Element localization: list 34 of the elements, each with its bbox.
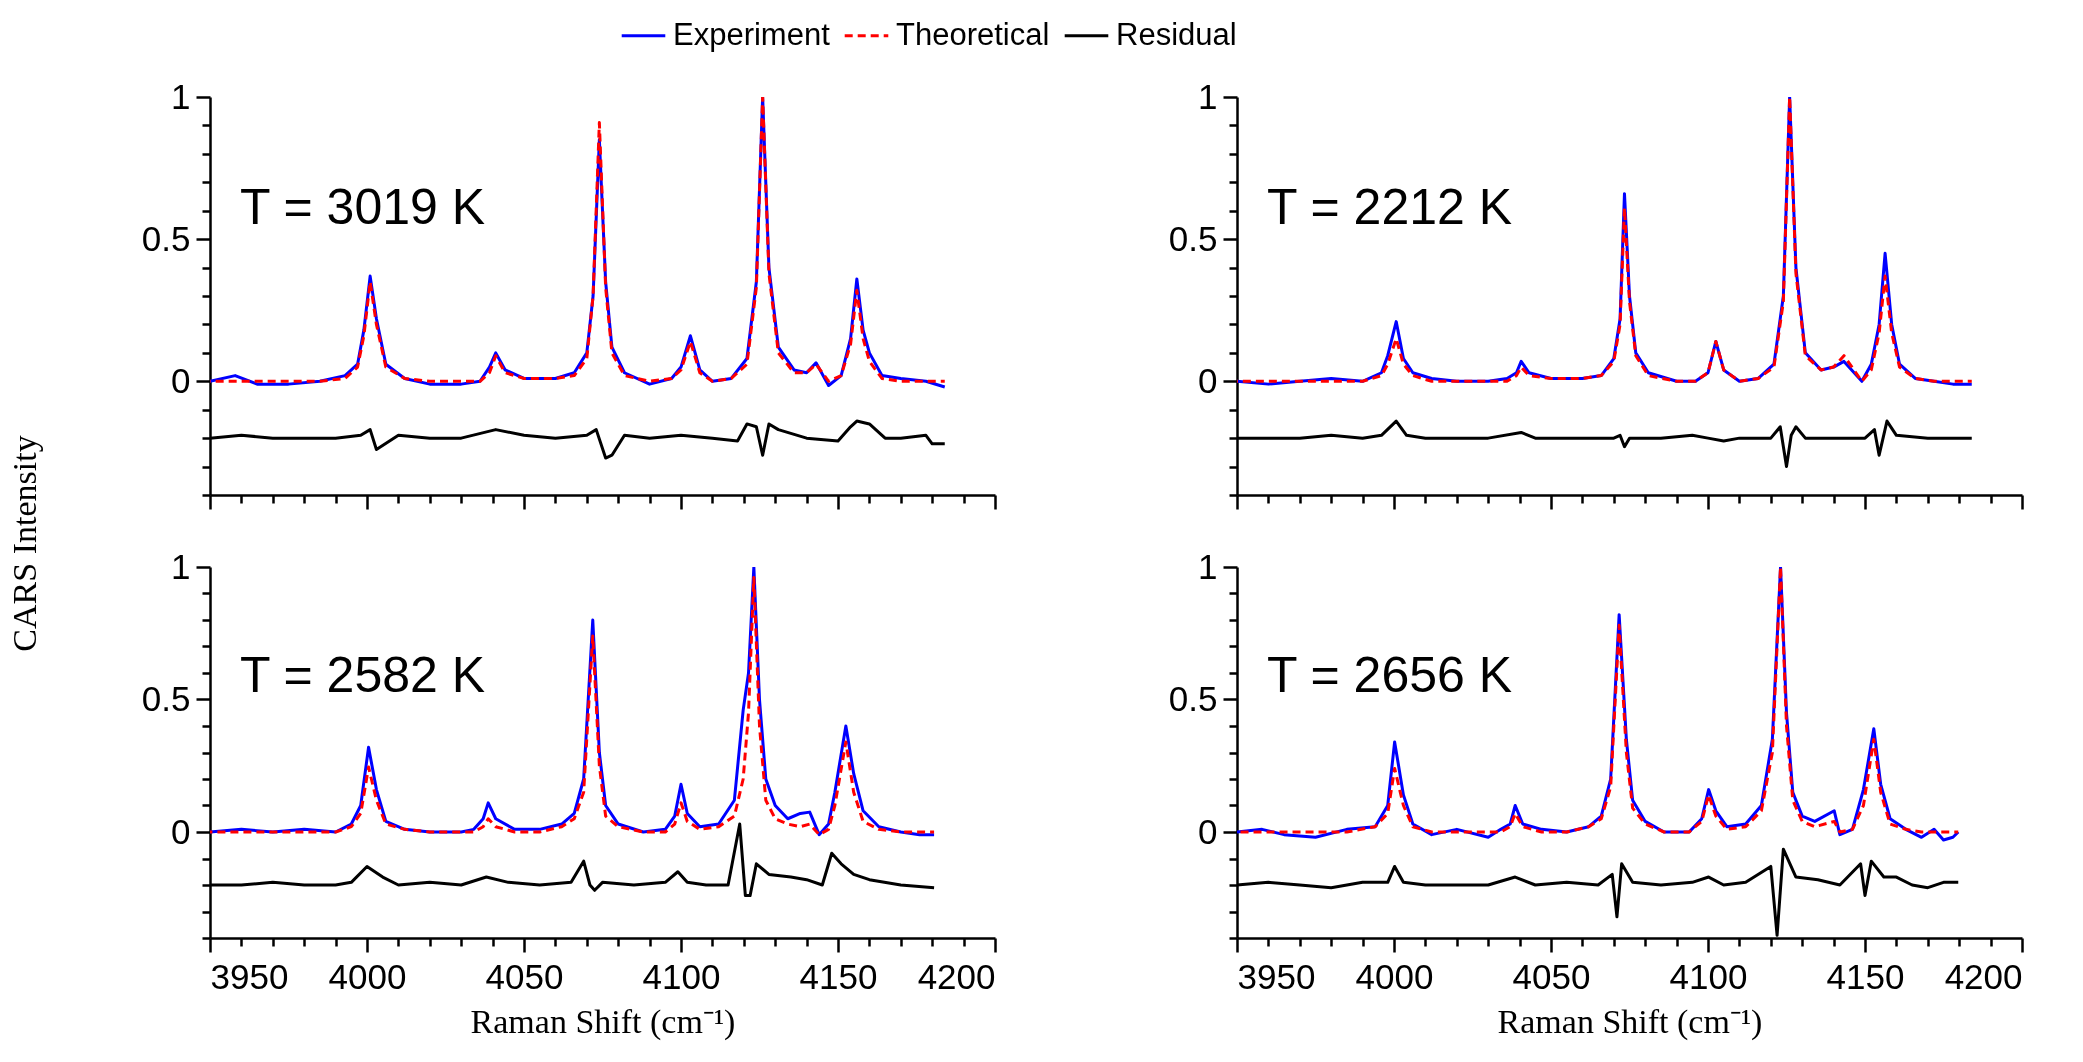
x-tick-label: 4150 <box>799 956 878 996</box>
y-tick-label: 0.5 <box>141 679 191 718</box>
legend-label: Experiment <box>673 16 831 52</box>
legend-label: Residual <box>1116 16 1237 52</box>
annotation: T = 2656 K <box>1267 647 1513 703</box>
y-tick-label: 1 <box>1198 76 1218 116</box>
y-tick-label: 0.5 <box>1168 218 1218 258</box>
y-tick-label: 0 <box>1198 360 1218 400</box>
x-tick-label: 4000 <box>1355 956 1434 996</box>
y-tick-label: 1 <box>1198 546 1218 586</box>
y-tick-label: 0.5 <box>141 218 191 258</box>
x-tick-label: 4200 <box>1944 956 2023 996</box>
y-tick-label: 0 <box>171 811 191 851</box>
y-tick-label: 1 <box>171 546 191 586</box>
x-tick-label: 4150 <box>1826 956 1905 996</box>
x-tick-label: 4050 <box>485 956 564 996</box>
annotation: T = 2582 K <box>240 647 486 703</box>
x-axis-title: Raman Shift (cm⁻¹) <box>470 1002 736 1041</box>
x-tick-label: 4050 <box>1512 956 1591 996</box>
x-tick-label: 3950 <box>1237 956 1316 996</box>
y-axis-title: CARS Intensity <box>6 435 43 652</box>
y-tick-label: 0 <box>1198 811 1218 851</box>
annotation: T = 3019 K <box>240 179 486 235</box>
x-tick-label: 4100 <box>642 956 721 996</box>
x-axis-title: Raman Shift (cm⁻¹) <box>1497 1002 1763 1041</box>
y-tick-label: 0.5 <box>1168 679 1218 718</box>
annotation: T = 2212 K <box>1267 179 1513 235</box>
x-tick-label: 4100 <box>1669 956 1748 996</box>
y-tick-label: 0 <box>171 360 191 400</box>
x-tick-label: 4000 <box>328 956 407 996</box>
x-tick-label: 3950 <box>210 956 289 996</box>
x-tick-label: 4200 <box>917 956 996 996</box>
legend-label: Theoretical <box>896 16 1050 52</box>
y-tick-label: 1 <box>171 76 191 116</box>
